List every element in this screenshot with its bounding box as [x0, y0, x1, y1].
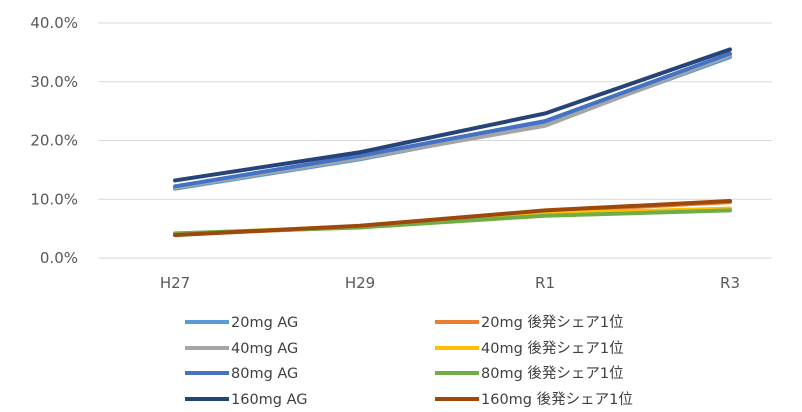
y-tick-label: 0.0% [40, 249, 78, 267]
x-tick-label: H27 [160, 274, 190, 292]
x-axis-ticks: H27 H29 R1 R3 [160, 274, 740, 292]
legend-label: 80mg 後発シェア1位 [481, 365, 624, 382]
series-line-8 [173, 199, 732, 238]
y-tick-label: 20.0% [30, 132, 78, 150]
y-tick-label: 40.0% [30, 14, 78, 32]
legend-label: 40mg 後発シェア1位 [481, 340, 624, 357]
series-line-5 [173, 51, 732, 189]
y-tick-label: 30.0% [30, 73, 78, 91]
legend-label: 160mg 後発シェア1位 [481, 391, 633, 408]
x-tick-label: H29 [345, 274, 375, 292]
legend-label: 20mg AG [231, 315, 298, 331]
legend-label: 20mg 後発シェア1位 [481, 314, 624, 331]
legend-label: 40mg AG [231, 341, 298, 357]
y-axis-ticks: 0.0% 10.0% 20.0% 30.0% 40.0% [30, 14, 78, 267]
series-lines [173, 47, 732, 238]
x-tick-label: R1 [535, 274, 555, 292]
y-tick-label: 10.0% [30, 190, 78, 208]
legend-label: 160mg AG [231, 392, 308, 408]
legend-label: 80mg AG [231, 366, 298, 382]
legend: 20mg AG 20mg 後発シェア1位 40mg AG 40mg 後発シェア1位 80… [185, 314, 633, 408]
x-tick-label: R3 [720, 274, 740, 292]
series-line-7 [173, 47, 732, 183]
